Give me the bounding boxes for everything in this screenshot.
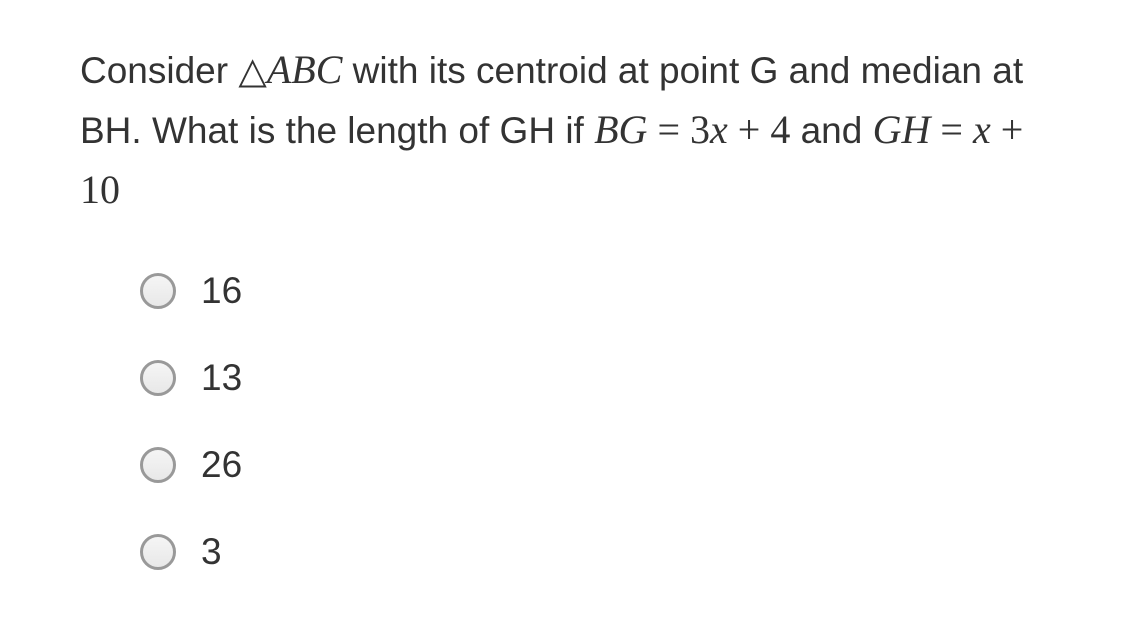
radio-icon — [140, 273, 176, 309]
options-container: 16 13 26 3 — [140, 270, 1045, 573]
radio-icon — [140, 447, 176, 483]
option-1[interactable]: 16 — [140, 270, 1045, 312]
triangle-symbol: △ — [238, 43, 266, 99]
option-2[interactable]: 13 — [140, 357, 1045, 399]
question-text: Consider △ABC with its centroid at point… — [80, 40, 1045, 220]
option-label: 3 — [201, 531, 222, 573]
triangle-label: ABC — [267, 47, 343, 92]
option-label: 26 — [201, 444, 242, 486]
eq1-eq: = — [647, 107, 690, 152]
radio-icon — [140, 360, 176, 396]
eq1-rhs-plus4: + 4 — [728, 107, 791, 152]
option-3[interactable]: 26 — [140, 444, 1045, 486]
eq1-rhs-x: x — [710, 107, 728, 152]
option-label: 13 — [201, 357, 242, 399]
eq2-eq: = — [930, 107, 973, 152]
eq2-lhs: GH — [873, 107, 931, 152]
option-label: 16 — [201, 270, 242, 312]
eq1-rhs-3: 3 — [690, 107, 710, 152]
and-text: and — [790, 110, 872, 151]
option-4[interactable]: 3 — [140, 531, 1045, 573]
eq2-rhs-x: x — [973, 107, 991, 152]
question-part1: Consider — [80, 50, 238, 91]
radio-icon — [140, 534, 176, 570]
eq1-lhs: BG — [594, 107, 647, 152]
